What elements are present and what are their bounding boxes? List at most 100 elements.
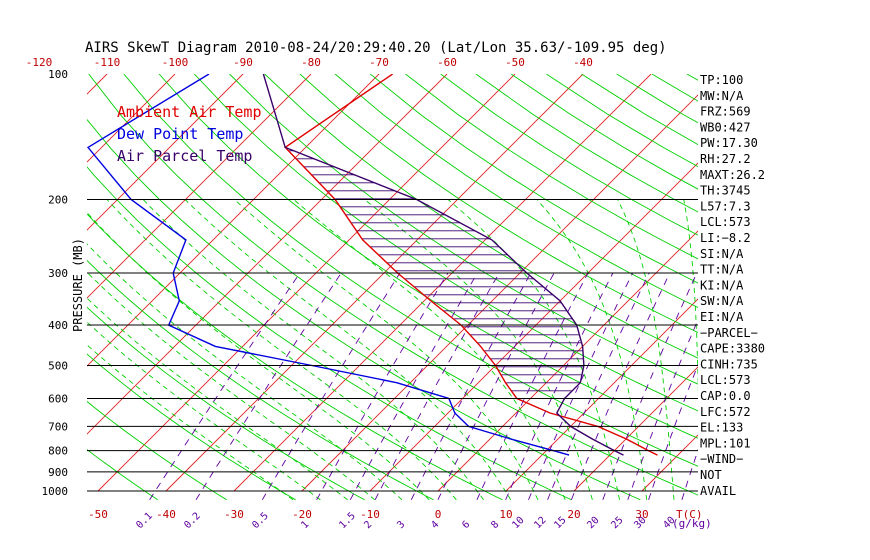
stability-line: SI:N/A (700, 247, 744, 261)
stability-line: AVAIL (700, 484, 736, 498)
dry-adiabat (370, 74, 698, 284)
mixing-ratio-line (437, 272, 555, 500)
top-tick-label: -50 (505, 56, 525, 69)
moist-adiabat (106, 199, 457, 500)
stability-line: −PARCEL− (700, 326, 758, 340)
dewpoint-line (87, 74, 570, 456)
stability-line: CAP:0.0 (700, 389, 751, 403)
y-tick-label: 400 (48, 319, 68, 332)
stability-line: TT:N/A (700, 263, 744, 277)
mixing-ratio-line (149, 272, 301, 500)
mixing-ratio-line (261, 272, 401, 500)
dry-adiabat (405, 74, 698, 260)
top-tick-label: -80 (301, 56, 321, 69)
mixing-ratio-label: 15 (552, 515, 568, 531)
top-tick-label: -70 (369, 56, 389, 69)
y-tick-label: 700 (48, 420, 68, 433)
stability-line: CINH:735 (700, 357, 758, 371)
stability-line: MPL:101 (700, 436, 751, 450)
bottom-tick-label: -40 (156, 508, 176, 521)
mixing-ratio-line (547, 272, 650, 500)
mixing-ratio-line (374, 272, 500, 500)
isotherm (165, 74, 584, 492)
mixing-ratio-line (410, 272, 532, 500)
dry-adiabat (158, 74, 698, 439)
mixing-ratio-label: 3 (395, 519, 407, 531)
moist-adiabat (683, 199, 698, 394)
bottom-tick-label: -10 (360, 508, 380, 521)
dry-adiabat (87, 449, 158, 500)
stability-line: L57:7.3 (700, 199, 751, 213)
y-tick-label: 900 (48, 466, 68, 479)
stability-line: EI:N/A (700, 310, 744, 324)
stability-line: MW:N/A (700, 89, 744, 103)
moist-adiabat (447, 199, 621, 500)
dry-adiabat (510, 74, 698, 190)
mixing-ratio-line (648, 363, 698, 500)
isotherm (97, 74, 516, 492)
isotherm (87, 74, 176, 163)
mixing-ratio-label: 0.1 (134, 511, 155, 532)
moist-adiabat (87, 271, 376, 500)
dry-adiabat (87, 353, 296, 500)
moist-adiabat (87, 344, 294, 500)
dry-adiabat (87, 259, 434, 500)
stability-line: RH:27.2 (700, 152, 751, 166)
top-tick-label: -90 (233, 56, 253, 69)
bottom-tick-label: 10 (499, 508, 512, 521)
stability-line: TH:3745 (700, 184, 751, 198)
isotherm (87, 74, 244, 231)
stability-line: KI:N/A (700, 278, 744, 292)
stability-line: FRZ:569 (700, 105, 751, 119)
stability-line: LCL:573 (700, 215, 751, 229)
mixing-ratio-label: 1.5 (337, 511, 358, 532)
stability-line: LFC:572 (700, 405, 751, 419)
mixing-ratio-line (195, 272, 342, 500)
mixing-ratio-label: 20 (585, 515, 601, 531)
stability-line: SW:N/A (700, 294, 744, 308)
top-tick-label: -40 (573, 56, 593, 69)
mixing-ratio-line (602, 272, 698, 500)
top-tick-label: -110 (94, 56, 121, 69)
dry-adiabat (299, 74, 698, 333)
stability-line: WB0:427 (700, 120, 751, 134)
stability-line: CAPE:3380 (700, 342, 765, 356)
mixing-ratio-label: 12 (532, 515, 548, 531)
isotherm (846, 74, 870, 491)
y-tick-label: 800 (48, 445, 68, 458)
mixing-ratio-unit: (g/kg) (672, 517, 712, 530)
mixing-ratio-label: 6 (460, 519, 472, 531)
moist-adiabat (87, 211, 430, 500)
background-lines (0, 74, 870, 500)
top-tick-label: -60 (437, 56, 457, 69)
dry-adiabat (193, 74, 698, 412)
bottom-tick-label: -20 (292, 508, 312, 521)
isotherm (87, 74, 312, 299)
bottom-tick-label: 20 (567, 508, 580, 521)
moist-adiabat (234, 199, 539, 500)
moist-adiabat (536, 199, 648, 500)
legend-dewpoint: Dew Point Temp (117, 125, 243, 143)
dry-adiabat (264, 74, 698, 359)
moist-adiabat (184, 199, 512, 500)
bottom-tick-label: -50 (88, 508, 108, 521)
y-tick-label: 200 (48, 194, 68, 207)
stability-line: LI:−8.2 (700, 231, 751, 245)
sounding-series (87, 74, 658, 456)
bottom-tick-label: 30 (635, 508, 648, 521)
dry-adiabat (87, 166, 572, 500)
mixing-ratio-line (316, 272, 449, 500)
dry-adiabat (229, 74, 698, 385)
bottom-axis-unit: T(C) (676, 508, 703, 521)
dry-adiabat (87, 213, 503, 500)
y-axis-label: PRESSURE (MB) (71, 238, 85, 332)
y-tick-label: 1000 (42, 485, 69, 498)
mixing-ratio-line (627, 318, 698, 500)
mixing-ratio-line (570, 272, 671, 500)
mixing-ratio-label: 10 (510, 515, 526, 531)
dry-adiabat (651, 74, 698, 102)
isotherm (0, 74, 39, 491)
